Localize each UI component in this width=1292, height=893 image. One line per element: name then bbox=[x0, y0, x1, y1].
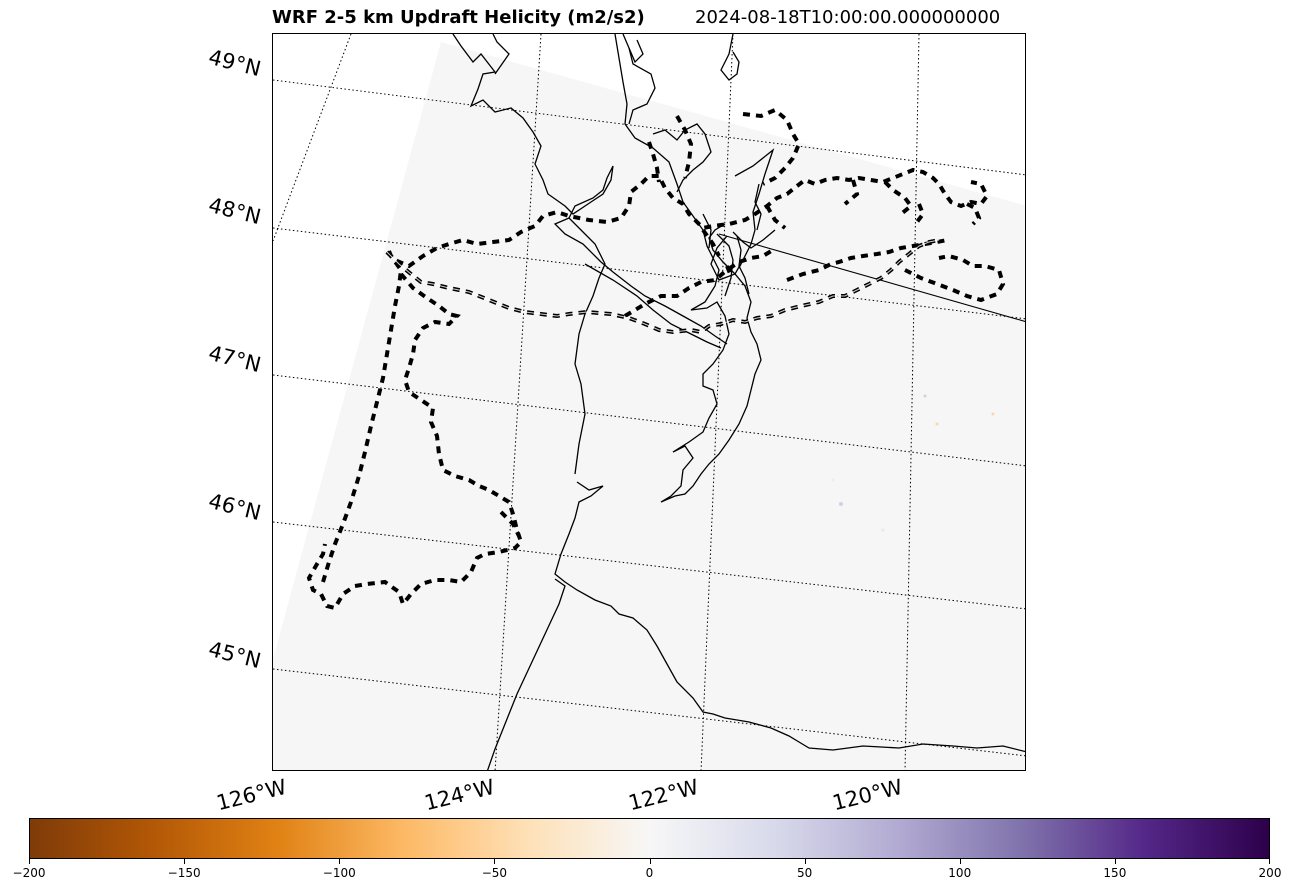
plot-timestamp: 2024-08-18T10:00:00.000000000 bbox=[695, 7, 1001, 28]
colorbar-tick-label: 200 bbox=[1258, 866, 1282, 880]
dashed-contour-core bbox=[386, 239, 940, 333]
colorbar-tick-label: −100 bbox=[322, 866, 356, 880]
colorbar-tick bbox=[1269, 859, 1270, 864]
lat-label-45: 45°N bbox=[206, 637, 264, 674]
colorbar-tick bbox=[339, 859, 341, 864]
lat-label-47: 47°N bbox=[206, 341, 264, 378]
colorbar-tick-label: 100 bbox=[948, 866, 972, 880]
colorbar-tick-label: 150 bbox=[1103, 866, 1127, 880]
wrf-domain-field bbox=[273, 42, 1025, 770]
lon-label-126: 126°W bbox=[214, 774, 290, 816]
colorbar-tick bbox=[804, 859, 806, 864]
colorbar-tick-label: −200 bbox=[12, 866, 46, 880]
lat-label-46: 46°N bbox=[206, 489, 264, 526]
colorbar-tick-label: −150 bbox=[167, 866, 201, 880]
colorbar-tick-label: 50 bbox=[796, 866, 813, 880]
map-canvas bbox=[273, 34, 1025, 770]
helicity-specks bbox=[831, 394, 995, 532]
lon-label-122: 122°W bbox=[626, 774, 702, 816]
colorbar-tick bbox=[1114, 859, 1116, 864]
colorbar-tick bbox=[184, 859, 186, 864]
lon-label-120: 120°W bbox=[830, 774, 906, 816]
plot-title: WRF 2-5 km Updraft Helicity (m2/s2) bbox=[272, 7, 645, 28]
colorbar-tick bbox=[29, 859, 30, 864]
lat-label-49: 49°N bbox=[206, 45, 264, 82]
colorbar-tick bbox=[959, 859, 961, 864]
colorbar-tick bbox=[649, 859, 651, 864]
colorbar-tick bbox=[494, 859, 496, 864]
lon-label-124: 124°W bbox=[422, 774, 498, 816]
coastlines bbox=[452, 34, 1025, 770]
lat-label-48: 48°N bbox=[206, 193, 264, 230]
colorbar-tick-label: 0 bbox=[645, 866, 654, 880]
colorbar bbox=[29, 818, 1270, 859]
colorbar-tick-label: −50 bbox=[481, 866, 508, 880]
map-panel bbox=[272, 33, 1026, 771]
